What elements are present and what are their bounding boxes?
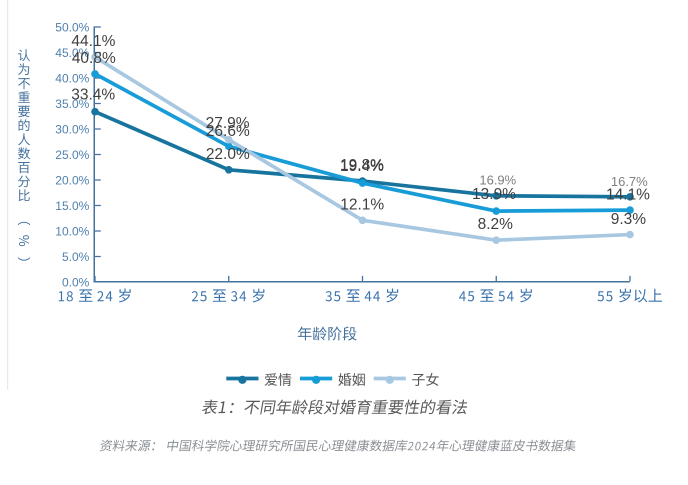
svg-text:30.0%: 30.0%	[55, 122, 89, 136]
svg-text:10.0%: 10.0%	[55, 224, 89, 238]
svg-text:19.4%: 19.4%	[340, 158, 384, 175]
svg-text:40.0%: 40.0%	[55, 71, 89, 85]
svg-text:20.0%: 20.0%	[55, 173, 89, 187]
svg-text:15.0%: 15.0%	[55, 199, 89, 213]
svg-text:35.0%: 35.0%	[55, 97, 89, 111]
svg-text:22.0%: 22.0%	[206, 146, 250, 163]
svg-text:45.0%: 45.0%	[55, 46, 89, 60]
svg-text:16.7%: 16.7%	[611, 174, 648, 189]
svg-text:14.1%: 14.1%	[606, 187, 650, 204]
svg-text:50.0%: 50.0%	[55, 20, 89, 34]
svg-text:33.4%: 33.4%	[71, 87, 115, 104]
svg-text:8.2%: 8.2%	[478, 216, 514, 233]
svg-text:40.8%: 40.8%	[72, 50, 116, 67]
svg-text:25.0%: 25.0%	[55, 148, 89, 162]
svg-text:26.6%: 26.6%	[206, 123, 250, 140]
svg-text:19.8%: 19.8%	[340, 157, 384, 174]
svg-text:13.9%: 13.9%	[472, 186, 516, 203]
svg-text:27.9%: 27.9%	[206, 115, 250, 132]
svg-text:12.1%: 12.1%	[340, 197, 384, 214]
svg-text:5.0%: 5.0%	[62, 250, 90, 264]
svg-text:44.1%: 44.1%	[71, 33, 115, 50]
svg-text:0.0%: 0.0%	[62, 275, 90, 289]
svg-text:16.9%: 16.9%	[479, 172, 516, 187]
svg-text:9.3%: 9.3%	[611, 211, 647, 228]
